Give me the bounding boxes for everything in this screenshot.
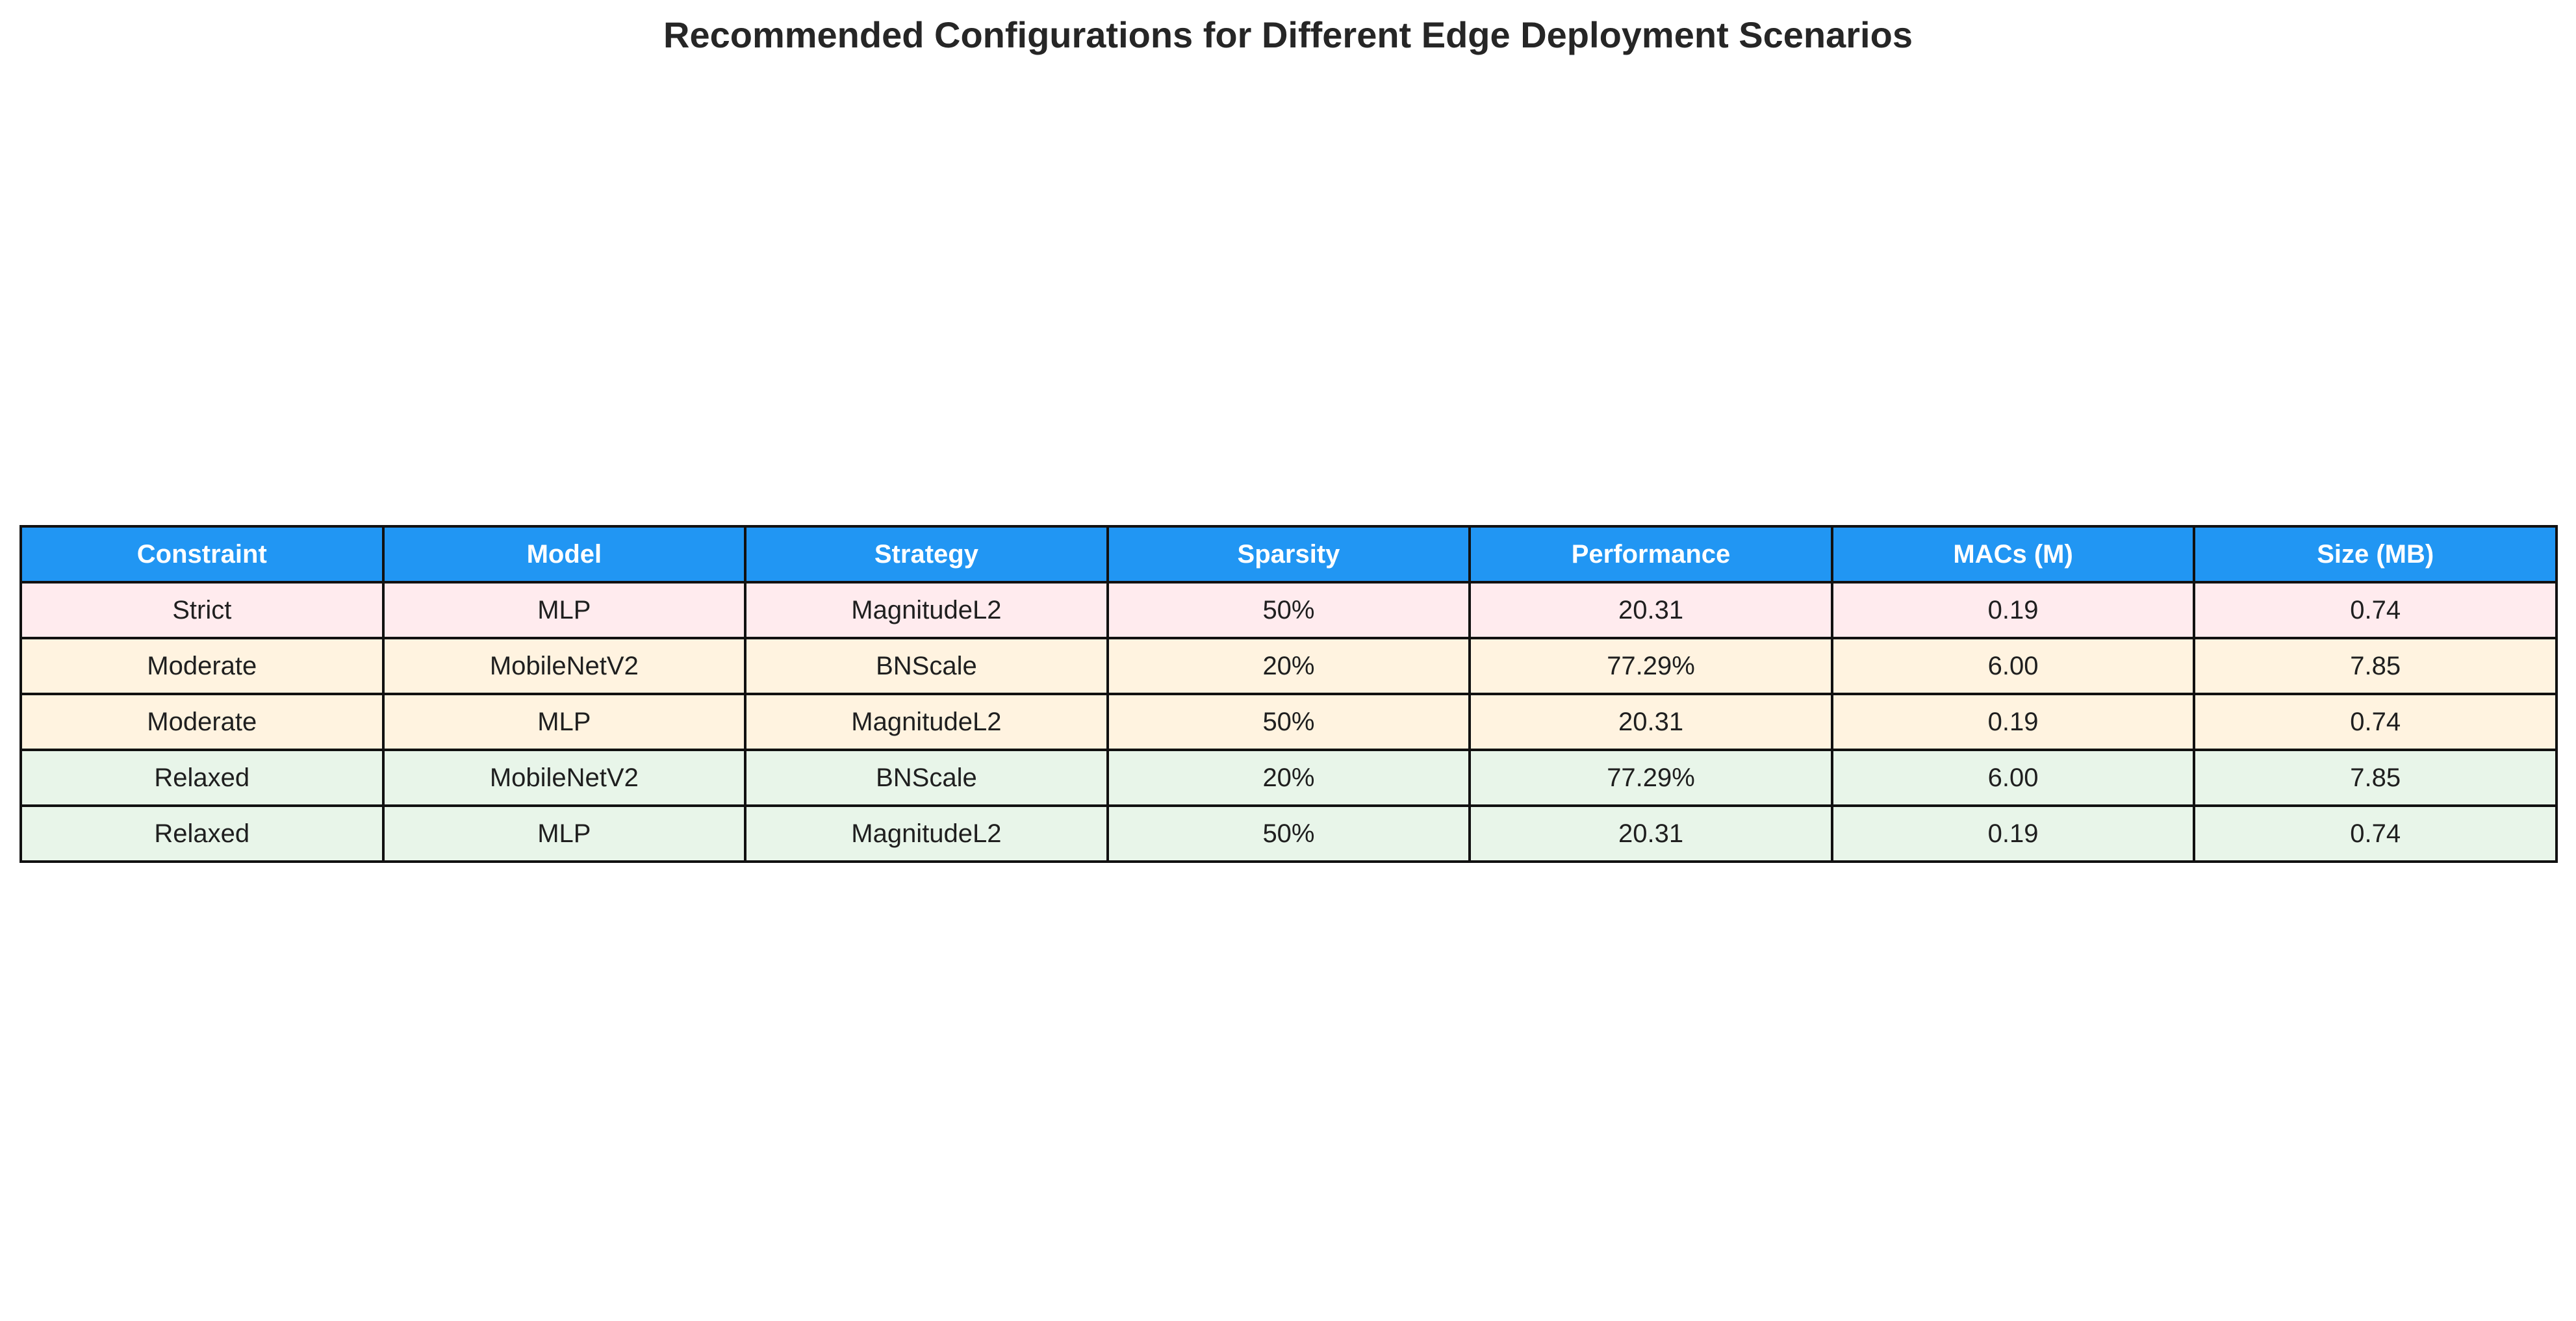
table-cell: MobileNetV2 xyxy=(381,749,747,807)
table-body: Strict MLP MagnitudeL2 50% 20.31 0.19 0.74 Mode… xyxy=(19,581,2558,863)
table-cell: Moderate xyxy=(19,693,385,751)
table-cell: 6.00 xyxy=(1830,749,2196,807)
table-cell: 0.74 xyxy=(2193,581,2558,639)
table-cell: MobileNetV2 xyxy=(381,637,747,695)
table-row: Moderate MobileNetV2 BNScale 20% 77.29% 6.00 7… xyxy=(19,637,2558,695)
table-cell: 20% xyxy=(1106,637,1472,695)
table-cell: MLP xyxy=(381,693,747,751)
table-cell: Strict xyxy=(19,581,385,639)
table-cell: 50% xyxy=(1106,693,1472,751)
table-cell: 0.19 xyxy=(1830,581,2196,639)
table-cell: 0.74 xyxy=(2193,693,2558,751)
table-cell: MagnitudeL2 xyxy=(744,581,1109,639)
table-cell: MLP xyxy=(381,581,747,639)
table-cell: 6.00 xyxy=(1830,637,2196,695)
column-header: MACs (M) xyxy=(1830,525,2196,584)
table-cell: MagnitudeL2 xyxy=(744,804,1109,863)
table-cell: 77.29% xyxy=(1468,637,1833,695)
table-cell: Relaxed xyxy=(19,749,385,807)
table-cell: BNScale xyxy=(744,749,1109,807)
header-row: Constraint Model Strategy Sparsity Performan… xyxy=(19,525,2558,584)
table-row: Relaxed MobileNetV2 BNScale 20% 77.29% 6.00 7.… xyxy=(19,749,2558,807)
table-cell: Moderate xyxy=(19,637,385,695)
table-cell: 20% xyxy=(1106,749,1472,807)
table-cell: BNScale xyxy=(744,637,1109,695)
config-table-container: Constraint Model Strategy Sparsity Performan… xyxy=(19,525,2558,863)
table-cell: 0.74 xyxy=(2193,804,2558,863)
table-cell: 20.31 xyxy=(1468,693,1833,751)
table-cell: 50% xyxy=(1106,804,1472,863)
table-cell: MLP xyxy=(381,804,747,863)
table-row: Relaxed MLP MagnitudeL2 50% 20.31 0.19 0.74 xyxy=(19,804,2558,863)
column-header: Performance xyxy=(1468,525,1833,584)
table-cell: Relaxed xyxy=(19,804,385,863)
config-table: Constraint Model Strategy Sparsity Performan… xyxy=(19,525,2558,863)
table-cell: 0.19 xyxy=(1830,804,2196,863)
table-cell: 0.19 xyxy=(1830,693,2196,751)
column-header: Size (MB) xyxy=(2193,525,2558,584)
table-header: Constraint Model Strategy Sparsity Performan… xyxy=(19,525,2558,584)
column-header: Sparsity xyxy=(1106,525,1472,584)
table-row: Moderate MLP MagnitudeL2 50% 20.31 0.19 0.74 xyxy=(19,693,2558,751)
column-header: Constraint xyxy=(19,525,385,584)
table-cell: 7.85 xyxy=(2193,749,2558,807)
table-cell: 20.31 xyxy=(1468,581,1833,639)
table-cell: 50% xyxy=(1106,581,1472,639)
table-cell: 7.85 xyxy=(2193,637,2558,695)
column-header: Strategy xyxy=(744,525,1109,584)
table-title: Recommended Configurations for Different… xyxy=(663,14,1913,55)
column-header: Model xyxy=(381,525,747,584)
table-cell: 20.31 xyxy=(1468,804,1833,863)
table-row: Strict MLP MagnitudeL2 50% 20.31 0.19 0.74 xyxy=(19,581,2558,639)
table-cell: MagnitudeL2 xyxy=(744,693,1109,751)
table-cell: 77.29% xyxy=(1468,749,1833,807)
